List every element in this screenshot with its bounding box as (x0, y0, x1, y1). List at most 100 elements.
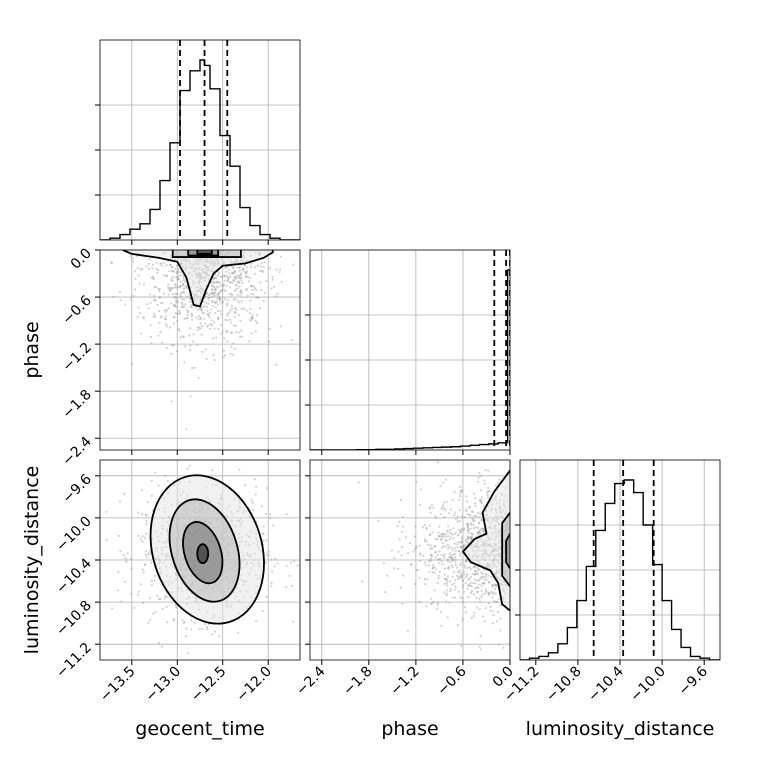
sample-point (166, 479, 169, 482)
sample-point (432, 506, 435, 510)
sample-point (167, 293, 170, 296)
sample-point (431, 602, 434, 605)
sample-point (105, 538, 108, 542)
sample-point (274, 295, 277, 298)
sample-point (423, 523, 426, 527)
sample-point (201, 312, 204, 315)
sample-point (476, 526, 480, 529)
sample-point (177, 277, 180, 280)
sample-point (189, 305, 192, 309)
sample-point (149, 324, 152, 327)
sample-point (483, 592, 487, 595)
sample-point (430, 559, 433, 562)
hist-bin (470, 445, 479, 450)
sample-point (254, 330, 257, 333)
sample-point (190, 313, 194, 316)
sample-point (219, 313, 223, 316)
hist-bin (605, 503, 614, 660)
sample-point (223, 279, 227, 282)
sample-point (245, 275, 248, 278)
sample-point (463, 606, 467, 609)
sample-point (469, 527, 472, 530)
sample-point (270, 558, 273, 561)
sample-point (210, 319, 213, 322)
sample-point (477, 480, 480, 483)
sample-point (482, 505, 485, 508)
sample-point (469, 568, 472, 571)
sample-point (488, 581, 491, 584)
sample-point (446, 566, 450, 570)
sample-point (234, 277, 237, 281)
sample-point (474, 565, 478, 568)
sample-point (439, 513, 443, 516)
pair-content (105, 460, 299, 655)
sample-point (481, 582, 484, 585)
sample-point (466, 527, 469, 530)
hist-bars (520, 460, 720, 660)
sample-point (130, 592, 133, 595)
sample-point (227, 272, 231, 275)
sample-point (480, 488, 483, 492)
sample-point (482, 615, 485, 618)
sample-point (185, 295, 189, 299)
sample-point (178, 278, 181, 281)
sample-point (145, 550, 148, 553)
sample-point (471, 532, 474, 535)
sample-point (444, 578, 447, 581)
hist-bin (567, 628, 576, 660)
sample-point (178, 286, 181, 289)
x-tick-label: −10.4 (585, 663, 627, 705)
sample-point (250, 285, 253, 288)
hist-bin (180, 91, 190, 240)
sample-point (428, 524, 431, 527)
sample-point (452, 537, 455, 540)
sample-point (165, 325, 169, 328)
sample-point (400, 545, 403, 549)
sample-point (117, 570, 120, 574)
sample-point (179, 274, 182, 277)
sample-point (252, 285, 255, 288)
sample-point (205, 625, 208, 629)
sample-point (240, 329, 243, 332)
sample-point (471, 534, 474, 537)
sample-point (454, 585, 457, 588)
sample-point (487, 486, 490, 489)
sample-point (487, 593, 490, 596)
sample-point (459, 485, 462, 488)
hist-bin (210, 89, 220, 240)
sample-point (418, 553, 421, 557)
sample-point (463, 543, 466, 546)
sample-point (218, 281, 222, 284)
sample-point (217, 635, 221, 638)
sample-point (226, 304, 229, 307)
sample-point (150, 342, 153, 345)
sample-point (267, 550, 270, 553)
sample-point (467, 535, 470, 538)
sample-point (170, 266, 173, 269)
sample-point (172, 344, 175, 347)
sample-point (208, 311, 211, 314)
sample-point (461, 597, 464, 600)
sample-point (176, 277, 180, 280)
sample-point (136, 315, 139, 318)
sample-point (147, 307, 150, 310)
sample-point (143, 537, 146, 540)
sample-point (179, 285, 182, 288)
sample-point (268, 554, 271, 557)
sample-point (213, 291, 216, 294)
sample-point (423, 539, 427, 543)
sample-point (224, 266, 228, 269)
sample-point (173, 286, 176, 289)
sample-point (458, 519, 461, 523)
sample-point (175, 301, 178, 304)
sample-point (153, 285, 156, 289)
sample-point (447, 535, 450, 538)
sample-point (484, 607, 487, 610)
sample-point (456, 515, 459, 518)
sample-point (181, 303, 184, 306)
sample-point (186, 313, 189, 317)
sample-point (149, 301, 152, 304)
sample-point (168, 290, 172, 293)
sample-point (413, 535, 416, 538)
sample-point (172, 619, 175, 622)
